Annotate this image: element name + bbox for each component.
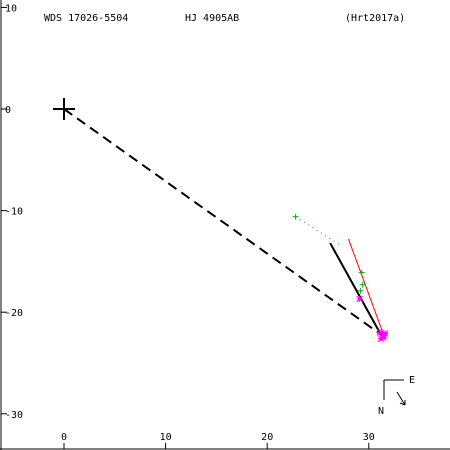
reference-code: (Hrt2017a) — [345, 13, 405, 24]
y-tick-label: -10 — [5, 207, 23, 218]
green-plus-marker — [357, 287, 364, 294]
green-plus-marker — [359, 281, 366, 288]
x-tick-label: 10 — [160, 432, 172, 443]
motion-arrow-shaft — [396, 391, 406, 406]
y-tick-label: 10 — [5, 3, 17, 14]
magenta-star-marker — [381, 330, 389, 337]
magenta-star-marker — [356, 295, 364, 303]
orbit-arc — [329, 242, 383, 338]
compass-rose: E N — [378, 375, 415, 417]
y-tick-label: -20 — [5, 308, 23, 319]
primary-companion-dashed-line — [63, 108, 382, 336]
magenta-star-marker — [380, 332, 388, 339]
green-plus-marker — [358, 269, 365, 276]
motion-arrow-head — [399, 400, 406, 406]
magenta-star-marker — [376, 329, 384, 336]
y-tick-label: 0 — [5, 105, 11, 116]
x-tick-label: 20 — [261, 432, 273, 443]
pair-name: HJ 4905AB — [185, 13, 239, 24]
axis-ticks: 0 10 20 30 10 0 -10 -20 -30 — [1, 3, 375, 449]
green-plus-marker — [292, 213, 299, 220]
data-marks — [53, 98, 389, 342]
y-tick-label: -30 — [5, 410, 23, 421]
x-tick-label: 30 — [363, 432, 375, 443]
compass-east-label: E — [409, 375, 415, 386]
magenta-star-marker — [377, 335, 385, 342]
magenta-star-marker — [379, 334, 387, 341]
wds-identifier: WDS 17026-5504 — [44, 13, 128, 24]
x-tick-label: 0 — [61, 432, 67, 443]
red-line — [348, 238, 386, 339]
primary-star-marker — [53, 98, 75, 120]
compass-north-label: N — [378, 406, 384, 417]
